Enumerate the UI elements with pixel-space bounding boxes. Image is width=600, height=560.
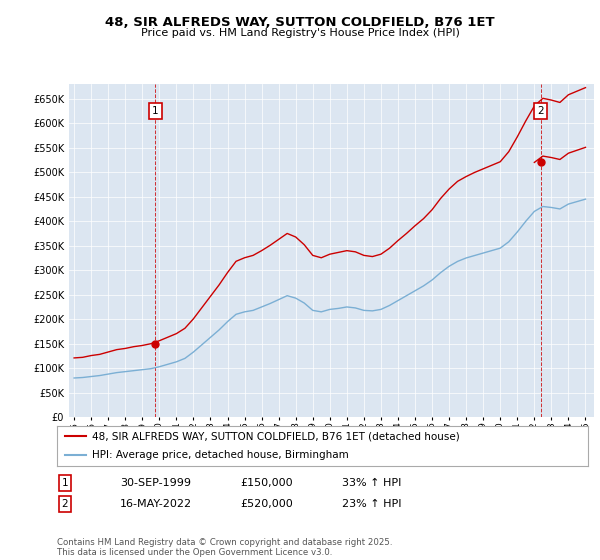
Text: 2: 2 — [61, 499, 68, 509]
Text: 48, SIR ALFREDS WAY, SUTTON COLDFIELD, B76 1ET: 48, SIR ALFREDS WAY, SUTTON COLDFIELD, B… — [105, 16, 495, 29]
Text: 30-SEP-1999: 30-SEP-1999 — [120, 478, 191, 488]
Text: £520,000: £520,000 — [240, 499, 293, 509]
Text: Price paid vs. HM Land Registry's House Price Index (HPI): Price paid vs. HM Land Registry's House … — [140, 28, 460, 38]
Text: 33% ↑ HPI: 33% ↑ HPI — [342, 478, 401, 488]
Text: 2: 2 — [538, 106, 544, 116]
Text: HPI: Average price, detached house, Birmingham: HPI: Average price, detached house, Birm… — [92, 450, 348, 460]
Text: 16-MAY-2022: 16-MAY-2022 — [120, 499, 192, 509]
Text: 23% ↑ HPI: 23% ↑ HPI — [342, 499, 401, 509]
Text: £150,000: £150,000 — [240, 478, 293, 488]
Text: 1: 1 — [61, 478, 68, 488]
Text: 48, SIR ALFREDS WAY, SUTTON COLDFIELD, B76 1ET (detached house): 48, SIR ALFREDS WAY, SUTTON COLDFIELD, B… — [92, 432, 459, 441]
Text: 1: 1 — [152, 106, 158, 116]
Text: Contains HM Land Registry data © Crown copyright and database right 2025.
This d: Contains HM Land Registry data © Crown c… — [57, 538, 392, 557]
